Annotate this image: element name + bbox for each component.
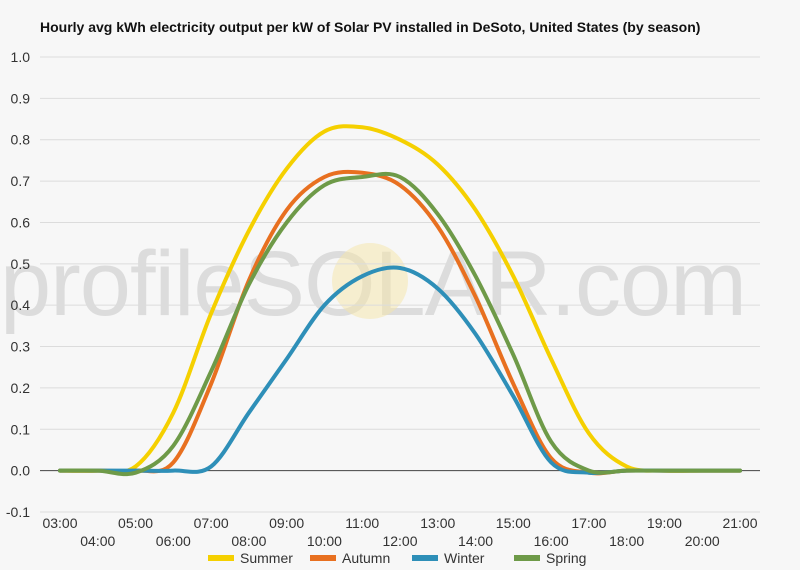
x-tick-label: 11:00 — [345, 515, 379, 531]
x-tick-label: 19:00 — [647, 515, 682, 531]
x-tick-label: 08:00 — [231, 533, 266, 549]
y-tick-label: 0.3 — [11, 339, 31, 355]
chart-title: Hourly avg kWh electricity output per kW… — [40, 19, 701, 35]
legend-swatch-summer — [208, 555, 234, 561]
x-tick-label: 10:00 — [307, 533, 342, 549]
y-tick-label: 0.4 — [11, 297, 31, 313]
y-tick-label: 0.2 — [11, 380, 31, 396]
legend-label-winter: Winter — [444, 550, 485, 566]
x-tick-label: 16:00 — [534, 533, 569, 549]
x-tick-label: 06:00 — [156, 533, 191, 549]
x-tick-label: 12:00 — [382, 533, 417, 549]
x-tick-label: 17:00 — [571, 515, 606, 531]
x-tick-label: 04:00 — [80, 533, 115, 549]
x-tick-label: 14:00 — [458, 533, 493, 549]
x-tick-label: 05:00 — [118, 515, 153, 531]
series-line-spring — [58, 171, 742, 477]
y-tick-label: 1.0 — [11, 49, 31, 65]
series-line-summer — [58, 124, 742, 474]
series-line-winter — [58, 265, 742, 476]
x-tick-label: 09:00 — [269, 515, 304, 531]
watermark-sun — [332, 243, 408, 319]
y-tick-label: -0.1 — [6, 504, 30, 520]
y-tick-label: 0.9 — [11, 90, 31, 106]
x-tick-label: 20:00 — [685, 533, 720, 549]
legend-swatch-winter — [412, 555, 438, 561]
series-line-autumn — [58, 169, 742, 476]
y-axis: -0.1 0.0 0.1 0.2 0.3 0.4 0.5 0.6 0.7 0.8 0.9 1.0 — [6, 49, 30, 520]
legend-label-spring: Spring — [546, 550, 586, 566]
y-tick-label: 0.8 — [11, 132, 31, 148]
y-tick-label: 0.5 — [11, 256, 31, 272]
gridlines — [40, 56, 760, 513]
x-tick-label: 18:00 — [609, 533, 644, 549]
legend-swatch-autumn — [310, 555, 336, 561]
x-tick-label: 15:00 — [496, 515, 531, 531]
y-tick-label: 0.7 — [11, 173, 31, 189]
y-tick-label: 0.6 — [11, 214, 31, 230]
x-axis: 03:0004:0005:0006:0007:0008:0009:0010:00… — [42, 515, 757, 549]
y-tick-label: 0.1 — [11, 421, 31, 437]
legend-label-autumn: Autumn — [342, 550, 390, 566]
y-tick-label: 0.0 — [11, 463, 31, 479]
x-tick-label: 13:00 — [420, 515, 455, 531]
legend: Summer Autumn Winter Spring — [208, 550, 586, 566]
x-tick-label: 03:00 — [42, 515, 77, 531]
series-lines — [58, 124, 742, 477]
legend-label-summer: Summer — [240, 550, 293, 566]
x-tick-label: 07:00 — [194, 515, 229, 531]
legend-swatch-spring — [514, 555, 540, 561]
x-tick-label: 21:00 — [722, 515, 757, 531]
